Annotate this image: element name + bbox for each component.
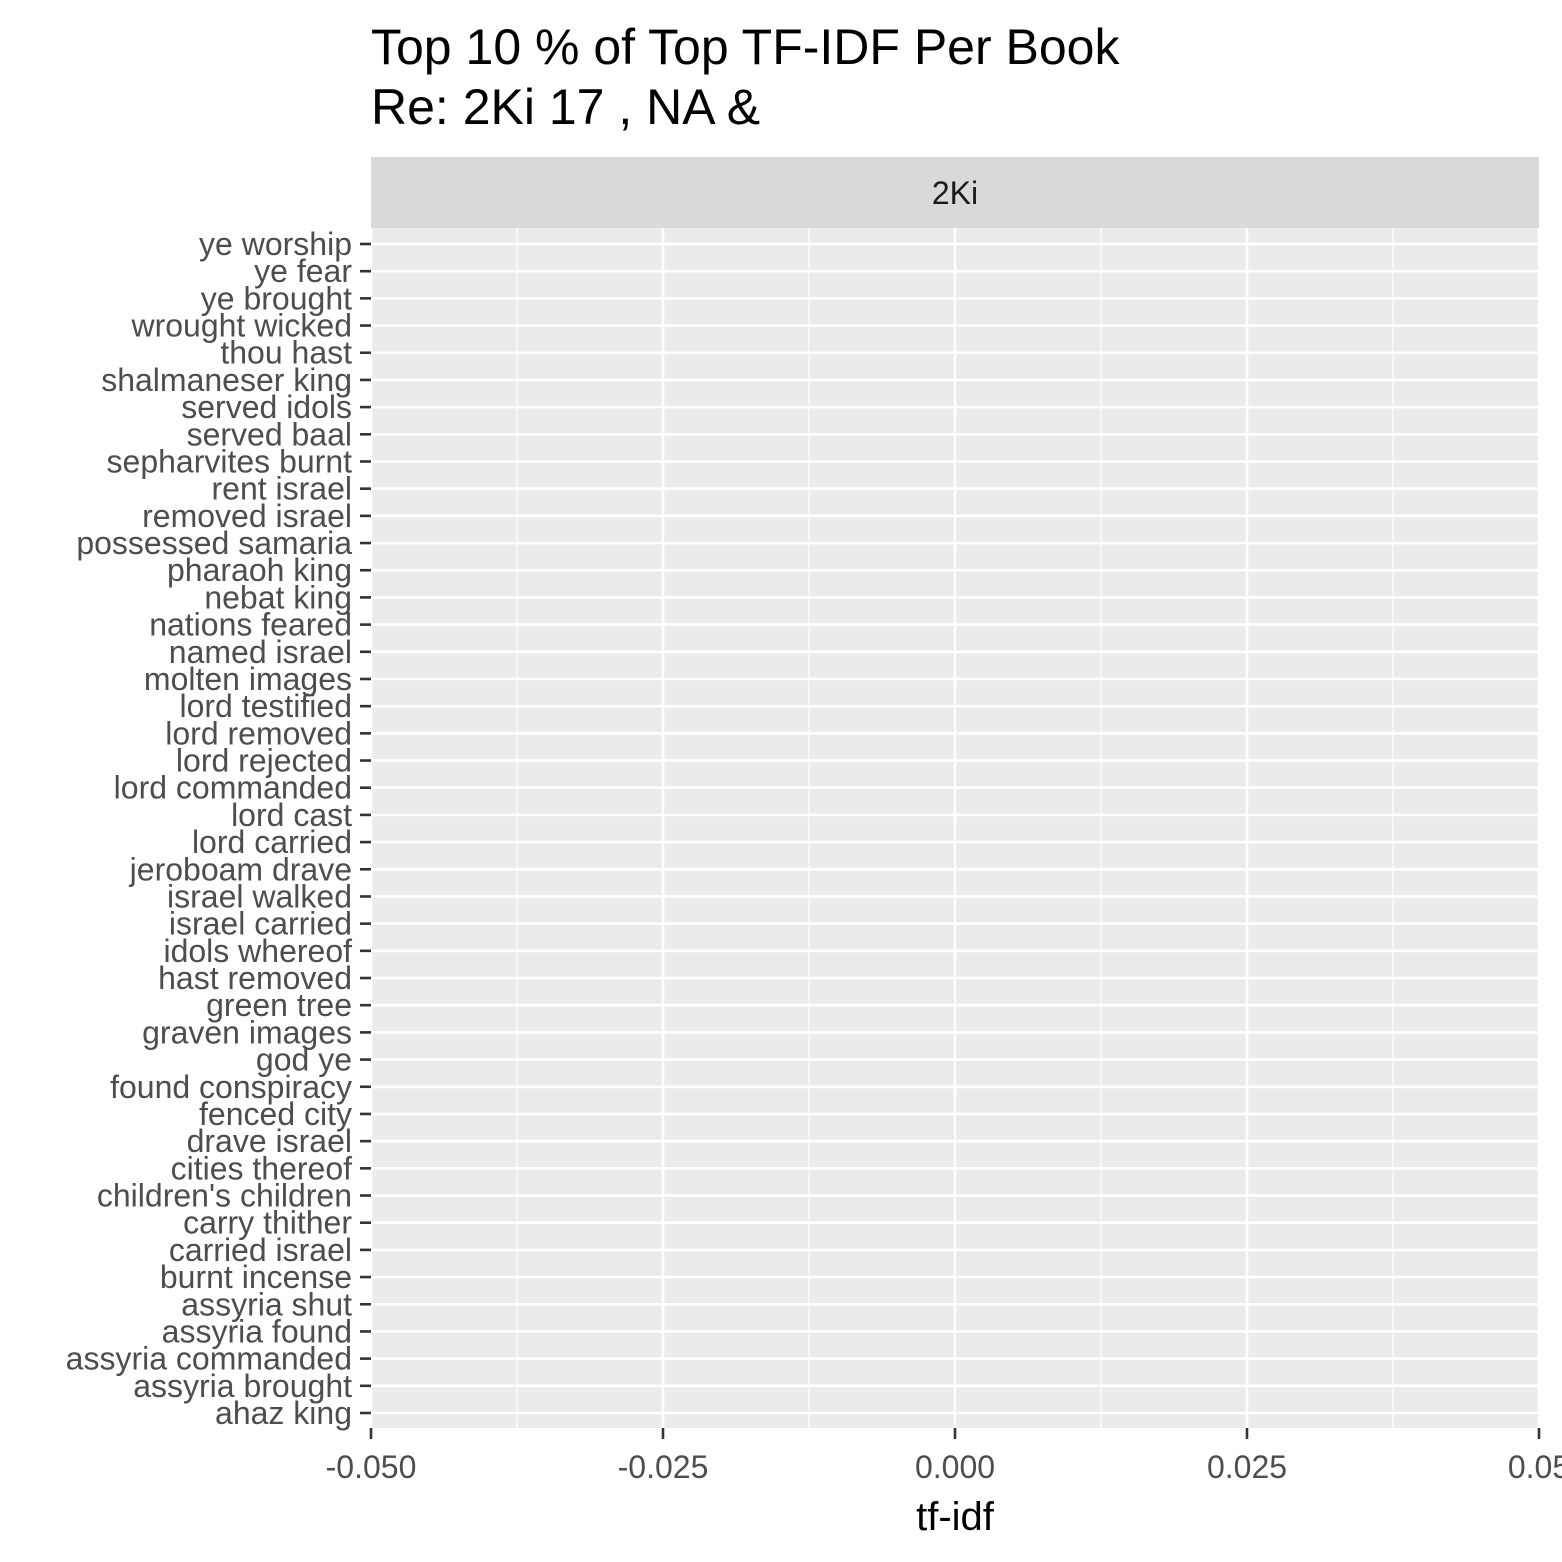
y-tick-label: graven images xyxy=(142,1014,352,1050)
y-tick-label: possessed samaria xyxy=(76,525,352,561)
y-tick-label: ye worship xyxy=(199,226,352,262)
x-tick-label: -0.050 xyxy=(326,1449,417,1485)
y-tick-label: shalmaneser king xyxy=(101,362,352,398)
y-tick-label: removed israel xyxy=(142,498,352,534)
y-tick-label: lord commanded xyxy=(114,770,352,806)
x-tick-label: 0.025 xyxy=(1207,1449,1287,1485)
y-tick-label: burnt incense xyxy=(160,1259,352,1295)
y-tick-label: lord carried xyxy=(192,824,352,860)
y-tick-label: assyria brought xyxy=(133,1368,352,1404)
y-tick-label: fenced city xyxy=(199,1096,352,1132)
y-tick-label: nations feared xyxy=(149,607,352,643)
chart-title: Top 10 % of Top TF-IDF Per Book xyxy=(371,19,1120,75)
facet-strip xyxy=(371,157,1539,228)
y-tick-label: israel carried xyxy=(169,906,352,942)
minor-gridlines xyxy=(516,228,1394,1428)
y-tick-label: assyria shut xyxy=(181,1286,352,1322)
x-axis: -0.050 -0.025 0.000 0.025 0.05 xyxy=(326,1428,1562,1485)
y-tick-label: cities thereof xyxy=(171,1150,353,1186)
y-tick-label: rent israel xyxy=(212,471,353,507)
y-tick-label: ye brought xyxy=(201,280,352,316)
y-tick-label: ahaz king xyxy=(215,1395,352,1431)
major-gridlines xyxy=(369,228,1541,1428)
y-tick-label: ye fear xyxy=(254,253,352,289)
y-tick-label: named israel xyxy=(169,634,352,670)
y-tick-label: nebat king xyxy=(204,579,352,615)
y-tick-label: carry thither xyxy=(183,1205,352,1241)
y-tick-label: jeroboam drave xyxy=(129,851,352,887)
chart-subtitle: Re: 2Ki 17 , NA & xyxy=(371,79,761,135)
y-tick-label: green tree xyxy=(206,987,352,1023)
y-tick-label: idols whereof xyxy=(163,933,352,969)
y-tick-label: assyria commanded xyxy=(66,1341,352,1377)
x-tick-label: 0.000 xyxy=(915,1449,995,1485)
y-tick-label: lord removed xyxy=(165,715,352,751)
y-tick-label: god ye xyxy=(256,1042,352,1078)
x-tick-label: -0.025 xyxy=(618,1449,709,1485)
y-tick-label: israel walked xyxy=(167,878,352,914)
y-tick-label: served baal xyxy=(187,416,352,452)
y-tick-label: carried israel xyxy=(169,1232,352,1268)
y-tick-label: served idols xyxy=(181,389,352,425)
y-tick-label: hast removed xyxy=(158,960,352,996)
y-tick-label: molten images xyxy=(144,661,352,697)
y-tick-label: found conspiracy xyxy=(110,1069,352,1105)
y-tick-label: drave israel xyxy=(187,1123,352,1159)
y-tick-label: children's children xyxy=(97,1178,352,1214)
y-tick-label: sepharvites burnt xyxy=(107,443,353,479)
facet-label: 2Ki xyxy=(932,175,978,211)
y-tick-label: lord rejected xyxy=(176,743,352,779)
y-tick-label: assyria found xyxy=(162,1313,352,1349)
x-axis-title: tf-idf xyxy=(916,1495,995,1539)
x-tick-label: 0.05 xyxy=(1508,1449,1562,1485)
y-tick-label: lord testified xyxy=(179,688,352,724)
y-tick-label: pharaoh king xyxy=(167,552,352,588)
y-tick-label: lord cast xyxy=(231,797,352,833)
y-tick-label: wrought wicked xyxy=(130,308,352,344)
y-tick-label: thou hast xyxy=(220,335,352,371)
